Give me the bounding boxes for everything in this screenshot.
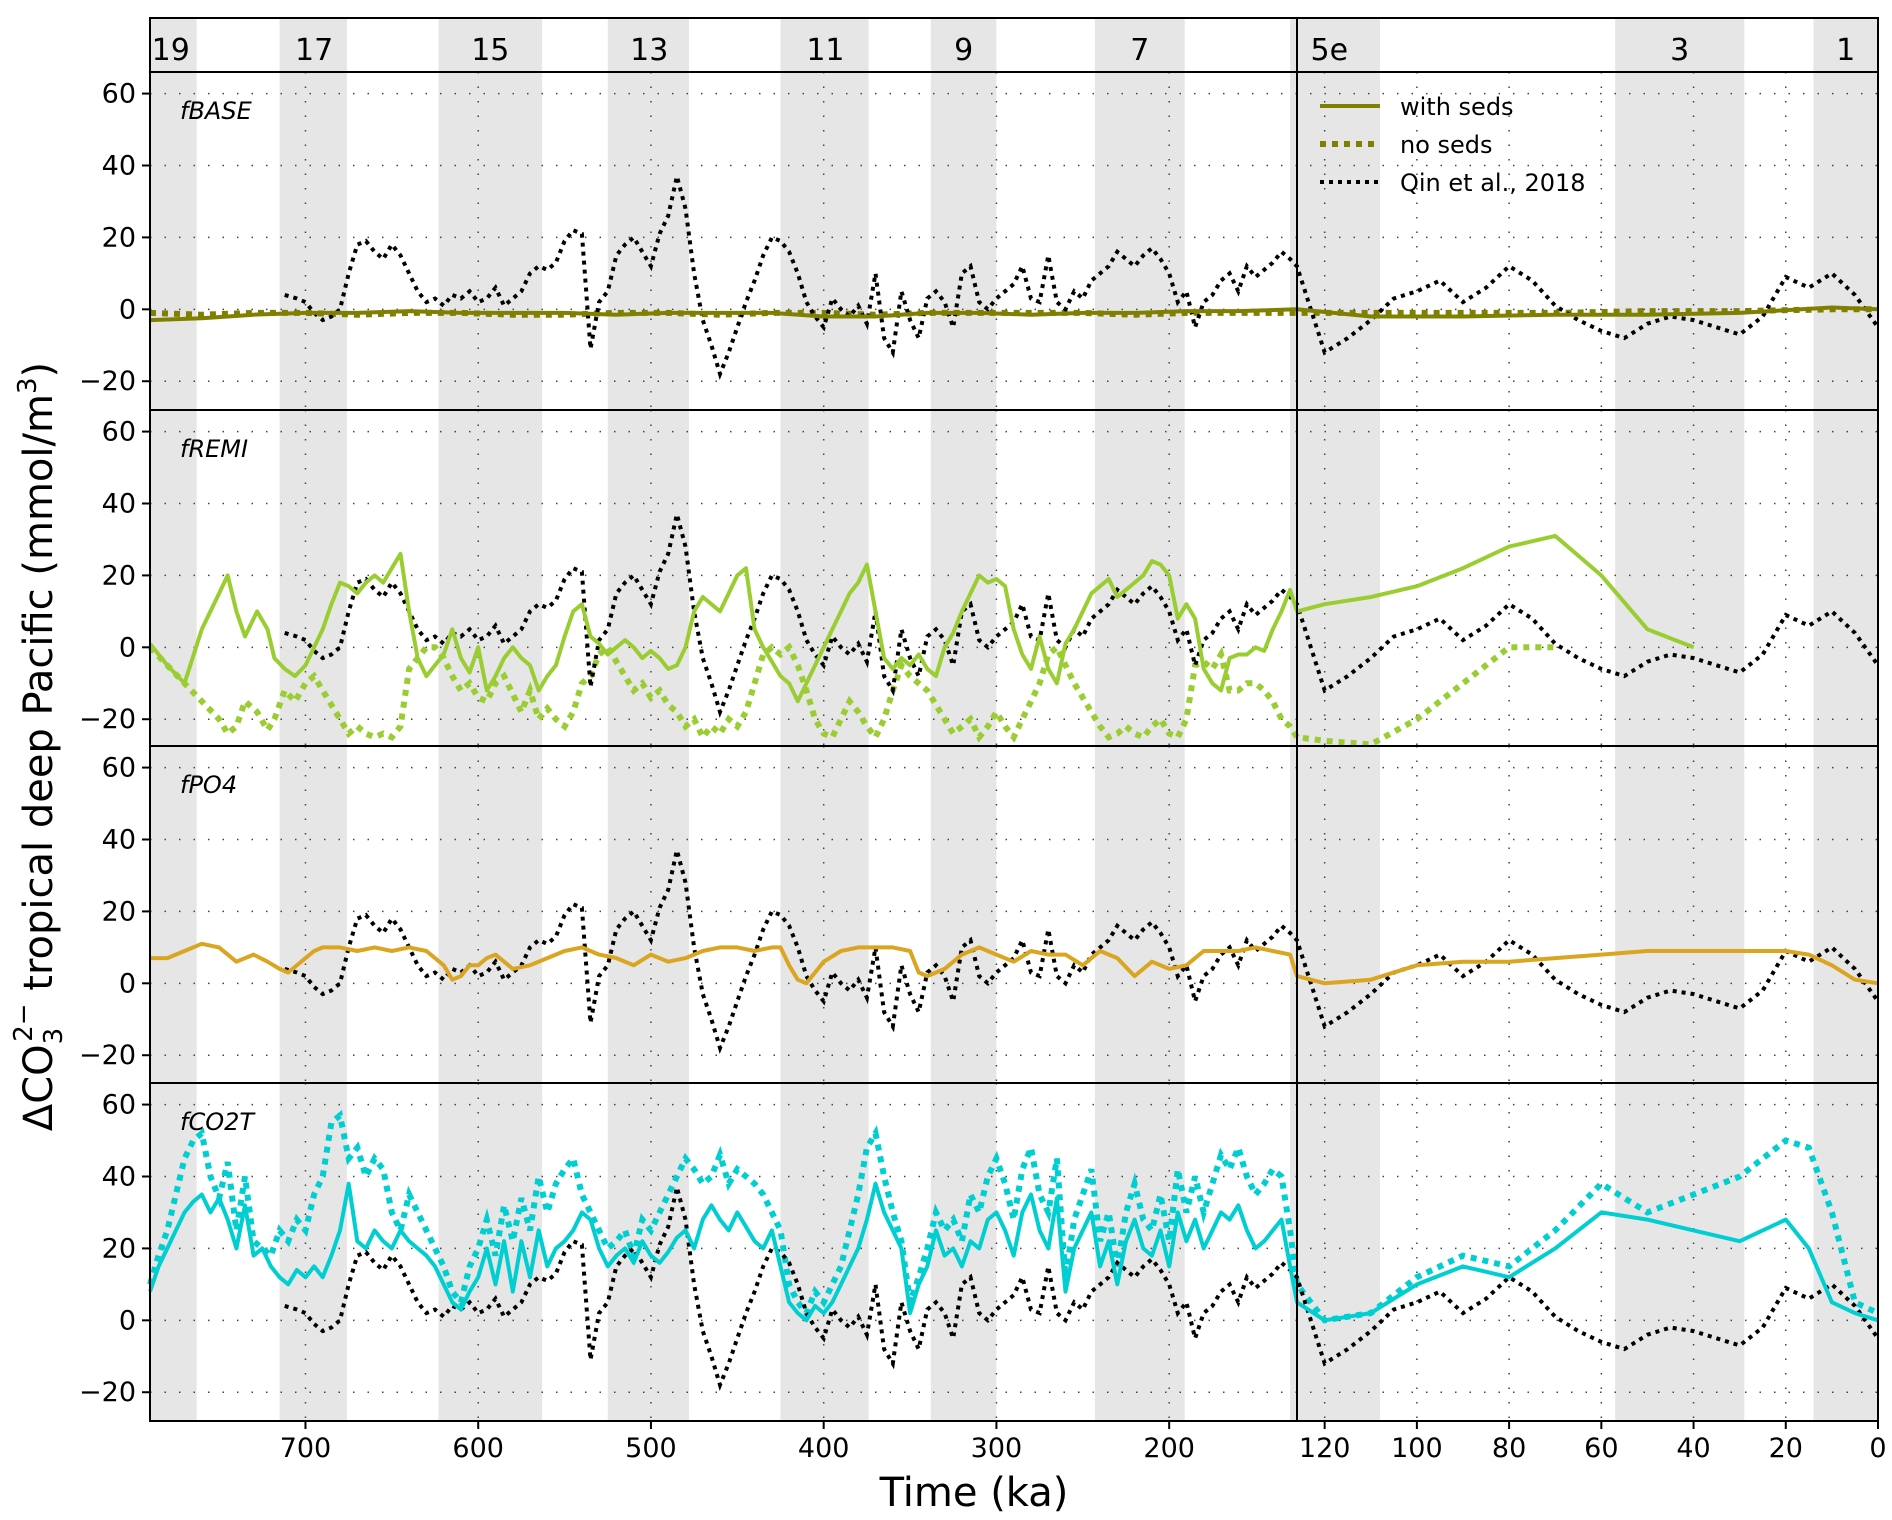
x-tick-label: 700 [280, 1433, 332, 1464]
fBASE-qin-line [284, 175, 1880, 381]
x-tick-label: 500 [625, 1433, 677, 1464]
y-tick-label: 0 [119, 968, 136, 999]
mis-bands [150, 18, 1878, 1421]
panel-label-fPO4: fPO4 [180, 771, 237, 799]
y-tick-label: 40 [102, 824, 136, 855]
legend-label: Qin et al., 2018 [1400, 169, 1586, 197]
y-tick-label: 20 [102, 560, 136, 591]
mis-label-row: 19 17 15 13 11 9 7 5e 3 1 [152, 33, 1856, 68]
mis-label: 9 [954, 33, 973, 68]
mis-label: 13 [630, 33, 668, 68]
x-tick-label: 300 [971, 1433, 1023, 1464]
fREMI-with-seds-line [148, 533, 1695, 704]
x-tick-label: 200 [1143, 1433, 1195, 1464]
axis-ticks: −20 0 20 40 60 −20 0 20 40 60 −20 0 20 40 60 −20 0 20 40 60… [79, 79, 1887, 1464]
mis-band-4 [780, 18, 869, 1421]
mis-band-6 [1094, 18, 1185, 1421]
fCO2T-no-seds-line [147, 1109, 1880, 1324]
fCO2T-with-seds-line [148, 1181, 1879, 1323]
x-tick-label: 80 [1492, 1433, 1526, 1464]
y-tick-label: 20 [102, 896, 136, 927]
y-tick-label: 60 [102, 417, 136, 448]
y-tick-label: 20 [102, 1233, 136, 1264]
panel-fCO2T-series [147, 1109, 1880, 1392]
legend: with seds no seds Qin et al., 2018 [1320, 93, 1586, 197]
mis-label: 15 [471, 33, 509, 68]
y-tick-label: −20 [79, 704, 136, 735]
mis-band-8 [1615, 18, 1745, 1421]
mis-label: 1 [1836, 33, 1855, 68]
mis-band-7 [1290, 18, 1380, 1421]
x-tick-label: 20 [1769, 1433, 1803, 1464]
mis-label: 19 [152, 33, 190, 68]
y-tick-label: 40 [102, 1161, 136, 1192]
panel-fBASE-series [149, 175, 1880, 381]
x-tick-label: 40 [1676, 1433, 1710, 1464]
panel-label-fREMI: fREMI [180, 435, 248, 463]
mis-band-3 [607, 18, 689, 1421]
y-title-close: ) [16, 362, 62, 378]
fREMI-no-seds-line [147, 642, 1556, 748]
y-tick-label: 0 [119, 294, 136, 325]
panel-fREMI-series [147, 513, 1880, 748]
mis-label: 11 [806, 33, 844, 68]
y-tick-label: 60 [102, 79, 136, 110]
legend-label: with seds [1400, 93, 1514, 121]
x-tick-label: 60 [1584, 1433, 1618, 1464]
y-title-rest: tropical deep Pacific (mmol/m [16, 394, 62, 1003]
data-series [147, 175, 1880, 1392]
mis-band-9 [1813, 18, 1878, 1421]
y-tick-label: 60 [102, 1090, 136, 1121]
x-tick-label: 100 [1391, 1433, 1443, 1464]
fCO2T-qin-line [284, 1186, 1880, 1392]
y-tick-label: 40 [102, 488, 136, 519]
y-tick-label: 40 [102, 150, 136, 181]
x-tick-label: 0 [1869, 1433, 1886, 1464]
fREMI-qin-line [284, 513, 1880, 719]
y-title-sup: 2− [9, 1003, 39, 1041]
mis-label: 7 [1130, 33, 1149, 68]
fPO4-with-seds-line [150, 941, 1879, 986]
legend-label: no seds [1400, 131, 1493, 159]
y-title-sub: 3 [39, 1028, 69, 1045]
y-title-main: ΔCO [16, 1044, 62, 1131]
panel-label-fBASE: fBASE [180, 97, 253, 125]
fBASE-with-seds-line [149, 305, 1879, 323]
y-tick-label: −20 [79, 1377, 136, 1408]
x-axis-title: Time (ka) [879, 1470, 1069, 1516]
x-tick-label: 120 [1299, 1433, 1351, 1464]
mis-label: 17 [295, 33, 333, 68]
panel-label-fCO2T: fCO2T [180, 1108, 256, 1136]
y-tick-label: −20 [79, 1040, 136, 1071]
mis-label: 5e [1311, 33, 1349, 68]
y-title-unit-sup: 3 [13, 378, 43, 395]
y-axis-title: ΔCO32− tropical deep Pacific (mmol/m3) [9, 362, 69, 1131]
y-tick-label: −20 [79, 366, 136, 397]
mis-label: 3 [1670, 33, 1689, 68]
mis-band-0 [150, 18, 197, 1421]
y-tick-label: 60 [102, 753, 136, 784]
y-tick-label: 0 [119, 632, 136, 663]
fPO4-qin-line [284, 849, 1880, 1055]
y-tick-label: 0 [119, 1305, 136, 1336]
panel-fPO4-series [150, 849, 1880, 1055]
y-tick-label: 20 [102, 222, 136, 253]
mis-band-1 [279, 18, 347, 1421]
mis-band-5 [930, 18, 997, 1421]
x-tick-label: 600 [452, 1433, 504, 1464]
x-tick-label: 400 [798, 1433, 850, 1464]
